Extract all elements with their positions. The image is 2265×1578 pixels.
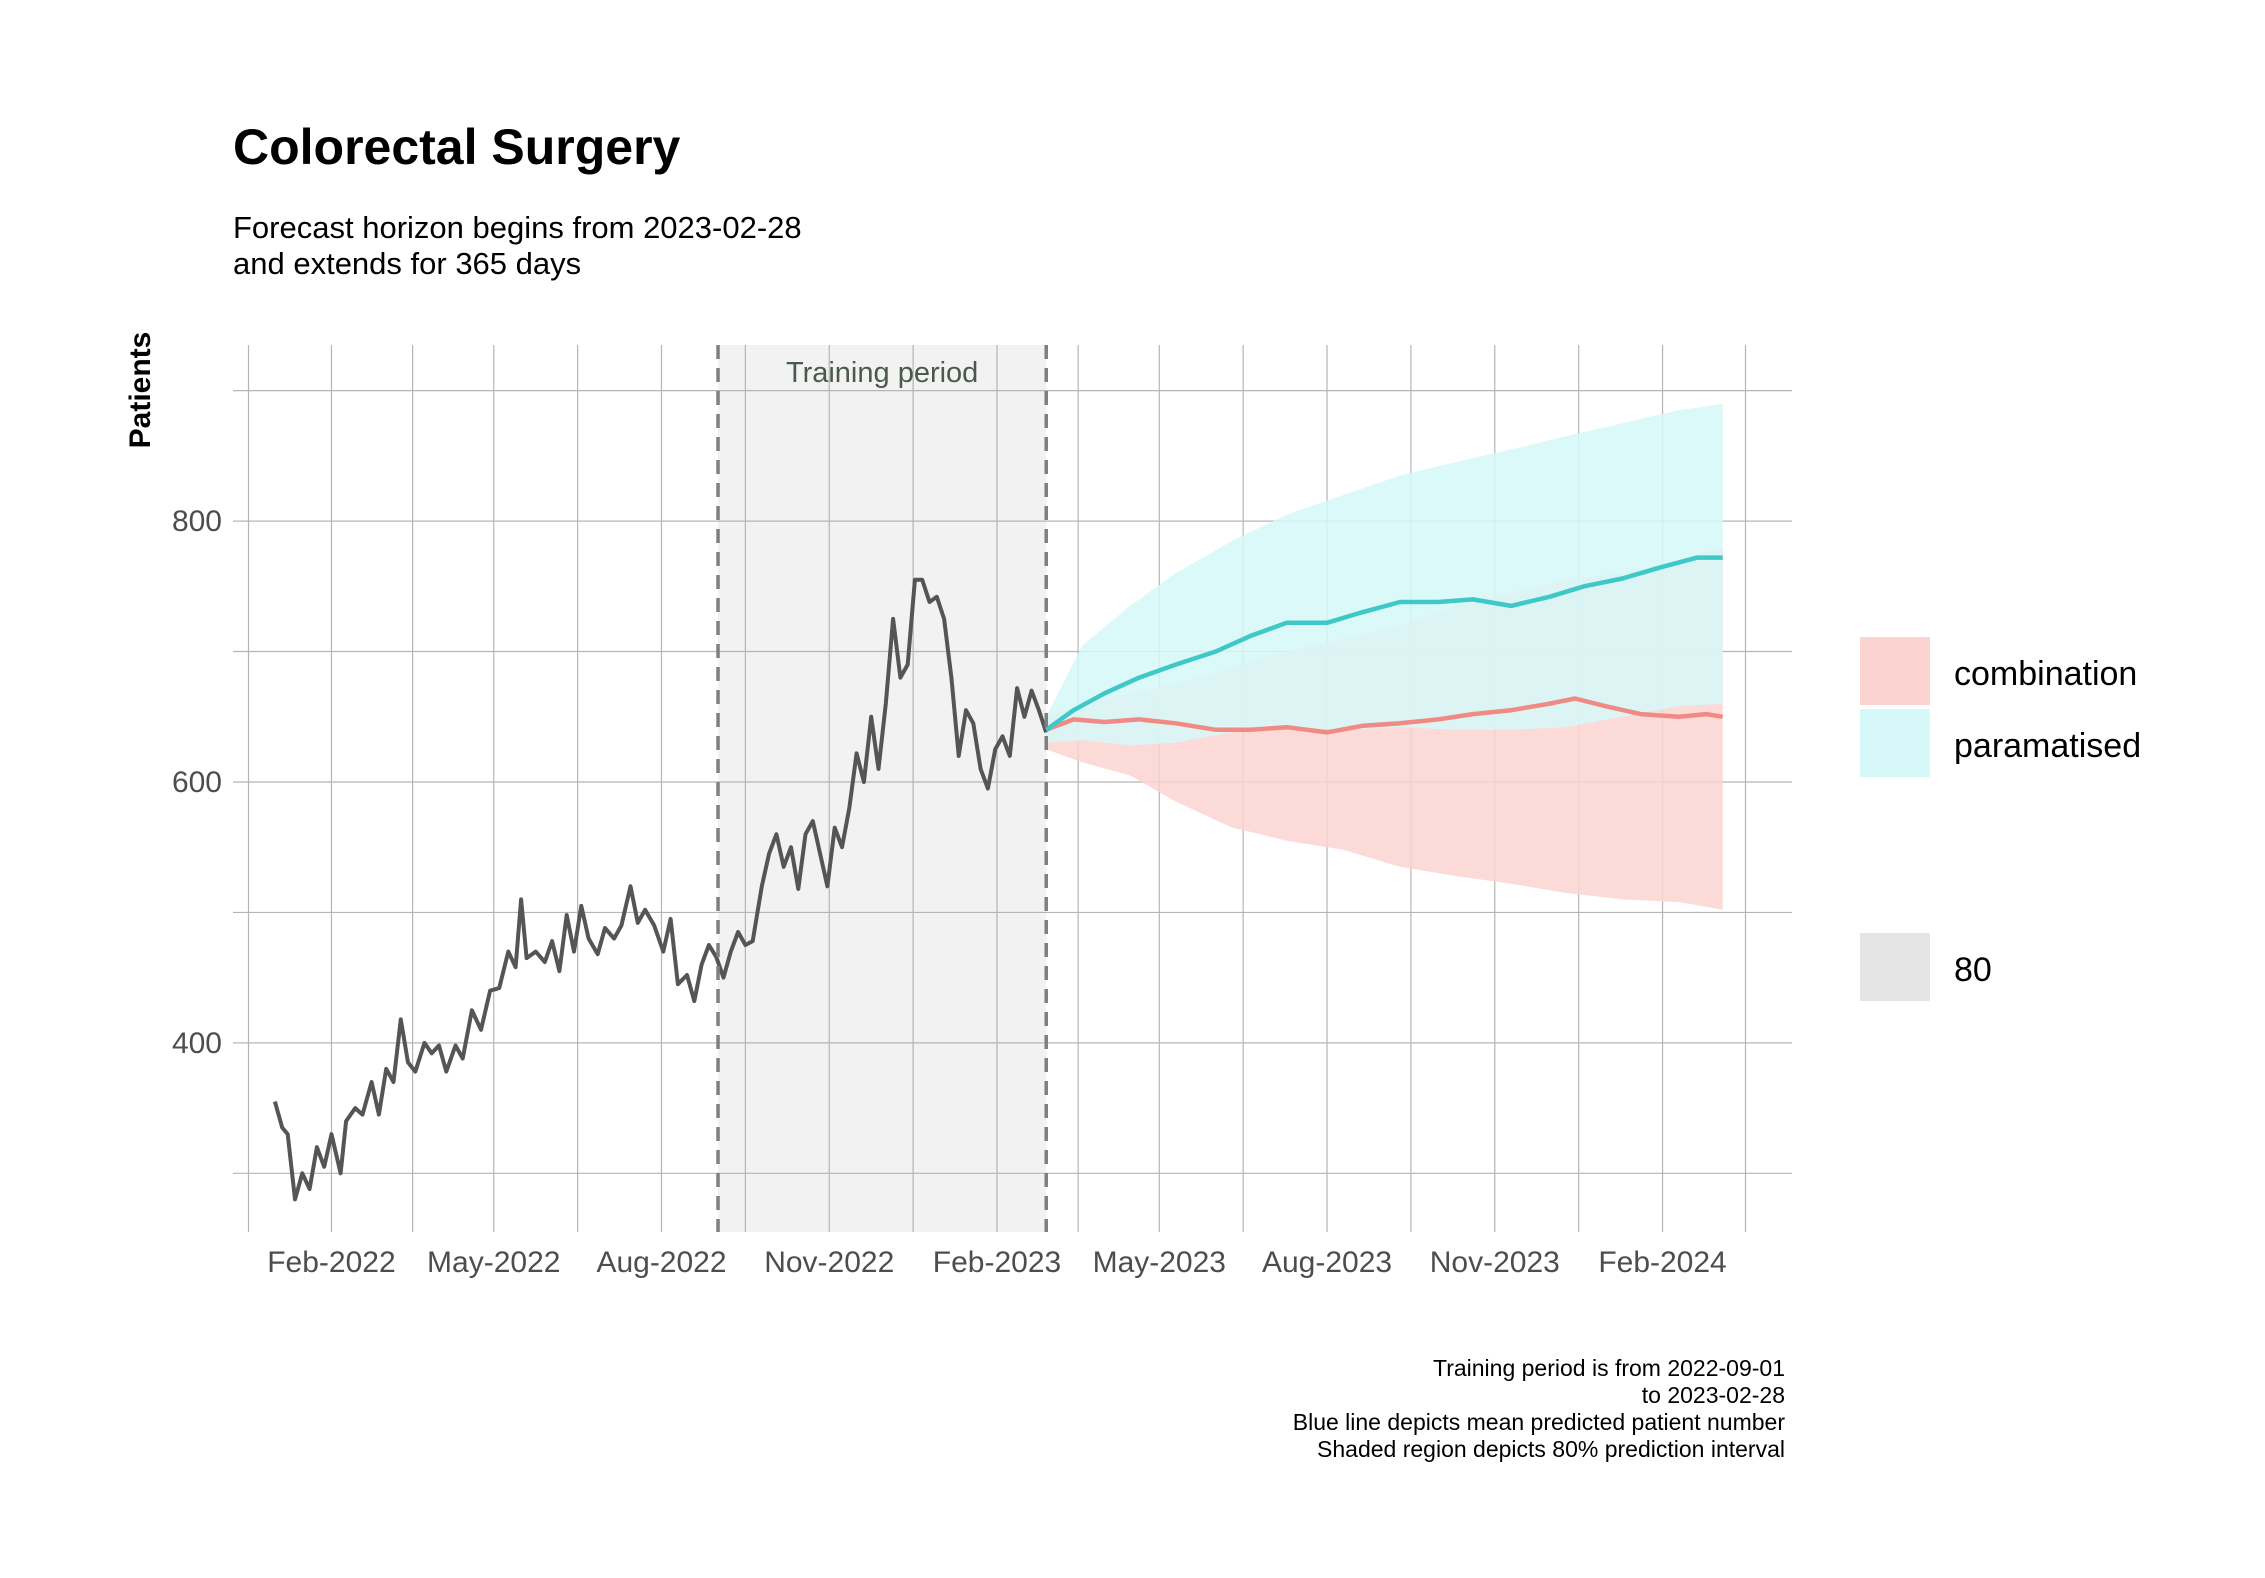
y-tick-label: 800 [172,505,222,538]
x-tick-label: Nov-2022 [764,1246,894,1279]
legend-key-interval [1860,933,1930,1001]
legend-label-interval: 80 [1954,951,1992,989]
axis-labels: Training period 400 600 800 Feb-2022 May-2022… [124,332,1727,1279]
caption-line-4: Shaded region depicts 80% prediction int… [1317,1436,1785,1462]
x-tick-label: Feb-2024 [1598,1246,1726,1279]
observed-line [272,577,1049,1202]
legend-key-paramatised [1860,709,1930,777]
series-lines [272,555,1724,1202]
x-tick-label: Feb-2022 [267,1246,395,1279]
forecast-line-paramatised [1044,555,1723,732]
forecast-line-combination [1045,696,1724,735]
x-tick-label: Feb-2023 [933,1246,1061,1279]
legend-label-paramatised: paramatised [1954,727,2142,765]
y-tick-label: 600 [172,766,222,799]
x-tick-label: Aug-2022 [596,1246,726,1279]
chart-subtitle-line-1: Forecast horizon begins from 2023-02-28 [233,210,802,245]
caption-line-2: to 2023-02-28 [1641,1382,1785,1408]
legend-label-combination: combination [1954,655,2138,693]
y-tick-label: 400 [172,1027,222,1060]
prediction-band-paramatised [1046,403,1723,746]
chart-title: Colorectal Surgery [233,119,681,175]
training-period-label: Training period [786,357,978,389]
chart-subtitle-line-2: and extends for 365 days [233,246,582,281]
x-tick-label: Nov-2023 [1430,1246,1560,1279]
training-boundaries [716,345,1048,1232]
x-tick-label: May-2022 [427,1246,560,1279]
prediction-bands [1046,403,1723,910]
grid-lines [233,345,1792,1232]
legend-key-combination [1860,637,1930,705]
caption-line-3: Blue line depicts mean predicted patient… [1292,1409,1785,1435]
x-tick-label: Aug-2023 [1262,1246,1392,1279]
x-tick-label: May-2023 [1093,1246,1226,1279]
training-period-region [718,345,1047,1232]
y-axis-title: Patients [124,332,157,449]
caption-line-1: Training period is from 2022-09-01 [1433,1355,1785,1381]
training-period-shade [718,345,1047,1232]
